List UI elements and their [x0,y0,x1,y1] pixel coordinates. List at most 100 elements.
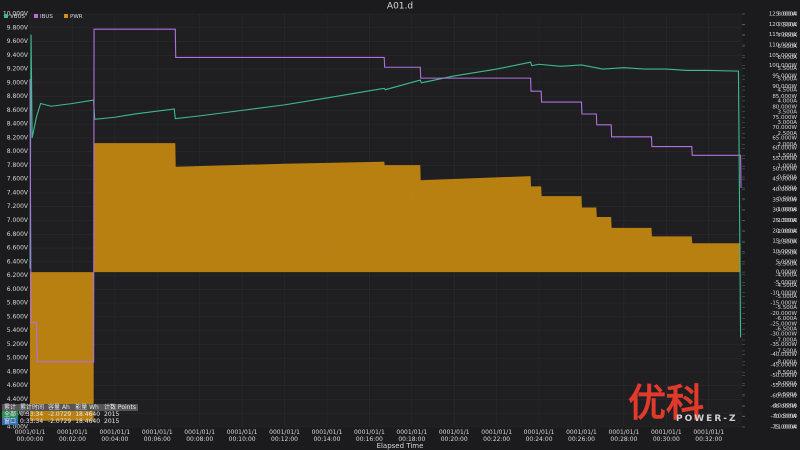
y2-tick-label: 3.000A [777,120,797,126]
stats-cell: 18.4640 [75,418,101,425]
y2-tick-label: -1.000A [776,207,798,213]
y2-tick-label: 6.500A [777,44,797,50]
y-tick-label: 7.800V [7,162,29,169]
y3-tick-label: -65.000W [770,404,797,410]
y3-tick-label: 120.000W [769,22,798,28]
y3-tick-label: -20.000W [770,311,797,317]
y2-tick-label: 8.000A [777,12,797,18]
y2-tick-label: -5.000A [776,294,798,300]
y3-tick-label: 110.000W [769,42,798,48]
y-tick-label: 9.200V [7,66,29,73]
stats-header-cell: 累计 [2,404,19,411]
y3-tick-label: 10.000W [772,249,797,255]
y-tick-label: 4.800V [7,368,29,375]
y2-tick-label: 7.500A [777,22,797,28]
y-tick-label: 4.000V [7,424,29,431]
y2-tick-label: 2.500A [777,131,797,137]
y2-tick-label: -2.000A [776,229,798,235]
y2-tick-label: -9.500A [776,392,798,398]
x-tick-label: 0001/01/1 00:14:00 [311,429,343,443]
chart-title: A01.d [387,2,413,12]
y-tick-label: 8.800V [7,93,29,100]
stats-header-cell: 容量 Ah [46,404,74,411]
y2-tick-label: -8.000A [776,359,798,365]
stats-table: 累计 累计时间 容量 Ah 能量 Wh 计数 Points 全部 0:33:34 -2.072… [2,404,138,425]
y-tick-label: 6.600V [7,245,29,252]
y3-tick-label: 80.000W [772,104,797,110]
y2-tick-label: 0.500A [777,175,797,181]
y-tick-label: 8.600V [7,107,29,114]
y-tick-label: 7.200V [7,203,29,210]
y3-tick-label: 40.000W [772,187,797,193]
y-tick-label: 9.600V [7,38,29,45]
y3-tick-label: 55.000W [772,156,797,162]
stats-row: 全部 0:33:34 -2.0729 18.4640 2015 [2,411,138,418]
y2-tick-label: -9.000A [776,381,798,387]
stats-row: 窗口 0:33:34 -2.0729 18.4640 2015 [2,418,138,425]
y2-tick-label: 3.500A [777,109,797,115]
y-tick-label: 4.600V [7,382,29,389]
x-tick-label: 0001/01/1 00:04:00 [99,429,131,443]
y2-tick-label: 4.500A [777,88,797,94]
y-tick-label: 7.600V [7,176,29,183]
y2-tick-label: -4.500A [776,283,798,289]
legend-swatch [34,14,38,18]
x-tick-label: 0001/01/1 00:02:00 [57,429,88,443]
y3-tick-label: -60.000W [770,394,797,400]
y2-tick-label: 4.000A [777,98,797,104]
x-axis-title: Elapsed Time [376,442,424,450]
y2-tick-label: 2.000A [777,142,797,148]
y3-tick-label: 65.000W [772,135,797,141]
y3-tick-label: 35.000W [772,197,797,203]
y-tick-label: 5.200V [7,341,29,348]
x-tick-label: 0001/01/1 00:10:00 [226,429,258,443]
y-tick-label: 8.200V [7,134,29,141]
y2-tick-label: -4.000A [776,272,798,278]
y-tick-label: 5.000V [7,355,29,362]
y-tick-label: 9.800V [7,24,29,31]
x-tick-label: 0001/01/1 00:30:00 [650,429,682,443]
y3-tick-label: -50.000W [770,373,797,379]
y-tick-label: 7.400V [7,189,29,196]
y2-tick-label: 7.000A [777,33,797,39]
y-tick-label: 8.400V [7,121,29,128]
y-tick-label: 6.800V [7,231,29,238]
y2-tick-label: 5.500A [777,66,797,72]
y2-tick-label: 6.000A [777,55,797,61]
y2-tick-label: -11.000A [772,425,797,431]
x-tick-label: 0001/01/1 00:20:00 [438,429,470,443]
y-tick-label: 6.000V [7,286,29,293]
y3-tick-label: -70.000W [770,414,797,420]
y-tick-label: 8.000V [7,148,29,155]
stats-cell: 窗口 [2,418,19,425]
y2-tick-label: -7.000A [776,338,798,344]
stats-cell: 0:33:34 [20,418,44,425]
stats-cell: -2.0729 [48,418,72,425]
y3-tick-label: -45.000W [770,363,797,369]
y-tick-label: 5.800V [7,300,29,307]
y3-tick-label: -55.000W [770,383,797,389]
legend-label: VBUS [10,14,26,20]
stats-header-cell: 计数 Points [102,404,138,411]
y2-tick-label: 0.000A [777,185,797,191]
x-tick-label: 0001/01/1 00:08:00 [184,429,216,443]
y2-tick-label: -2.500A [776,240,798,246]
y3-tick-label: 15.000W [772,239,797,245]
y3-tick-label: 45.000W [772,177,797,183]
y-tick-label: 5.600V [7,313,29,320]
y3-tick-label: -15.000W [770,301,797,307]
stats-cell: -2.0729 [48,411,72,418]
y3-tick-label: -25.000W [770,321,797,327]
y2-tick-label: -1.500A [776,218,798,224]
y3-tick-label: -10.000W [770,290,797,296]
y-tick-label: 6.400V [7,258,29,265]
x-tick-label: 0001/01/1 00:12:00 [269,429,300,443]
y2-tick-label: 5.000A [777,77,797,83]
y3-tick-label: 60.000W [772,146,797,152]
legend-label: PWR [70,14,83,20]
stats-header: 累计 累计时间 容量 Ah 能量 Wh 计数 Points [2,404,138,411]
y-tick-label: 9.400V [7,52,29,59]
y-tick-label: 6.200V [7,272,29,279]
y3-tick-label: -5.000W [774,280,798,286]
